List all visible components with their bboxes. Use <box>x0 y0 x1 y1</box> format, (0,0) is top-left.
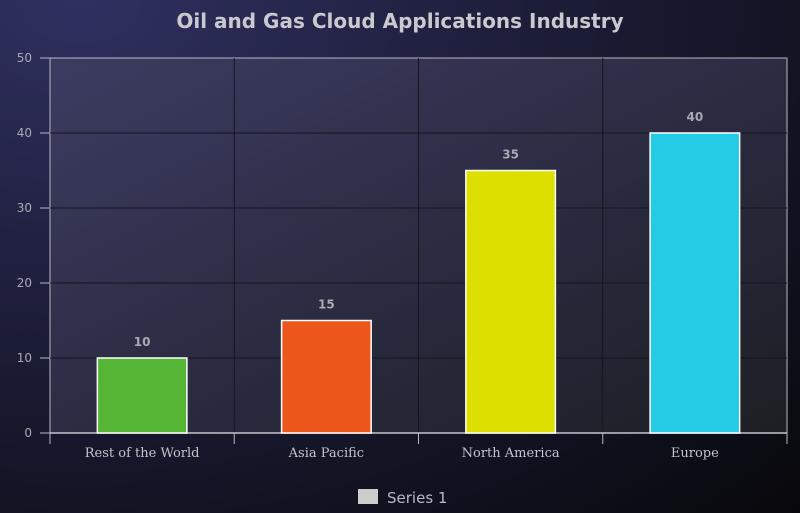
data-label: 15 <box>318 298 335 312</box>
x-tick-label: Rest of the World <box>85 446 200 461</box>
bar <box>280 319 372 434</box>
chart-title: Oil and Gas Cloud Applications Industry <box>176 9 623 33</box>
data-label: 10 <box>134 335 151 349</box>
y-tick-label: 10 <box>17 351 32 365</box>
data-label: 35 <box>502 148 519 162</box>
legend[interactable]: Series 1 <box>358 489 447 507</box>
bar <box>465 169 557 434</box>
bar <box>96 357 188 434</box>
bar <box>649 132 741 434</box>
legend-label[interactable]: Series 1 <box>387 489 447 507</box>
x-tick-label: Asia Pacific <box>288 446 364 461</box>
x-tick-label: Europe <box>671 446 719 461</box>
y-tick-label: 50 <box>17 51 32 65</box>
y-tick-label: 20 <box>17 276 32 290</box>
bars <box>96 132 741 434</box>
data-labels: 10 15 35 40 <box>134 110 703 349</box>
y-tick-label: 0 <box>24 426 32 440</box>
legend-swatch[interactable] <box>358 489 378 504</box>
y-tick-label: 40 <box>17 126 32 140</box>
data-label: 40 <box>687 110 704 124</box>
x-tick-label: North America <box>462 446 560 461</box>
axes: 0 10 20 30 40 50 Rest of the World Asia Pacific… <box>17 51 788 461</box>
y-tick-label: 30 <box>17 201 32 215</box>
